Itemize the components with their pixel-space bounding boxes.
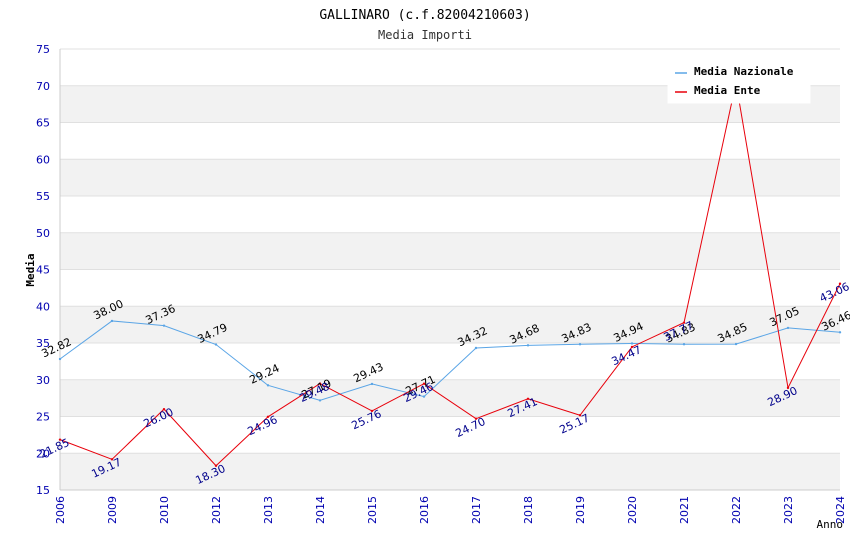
data-point xyxy=(214,464,218,467)
y-tick-label: 45 xyxy=(36,264,50,277)
x-tick-label: 2022 xyxy=(730,496,743,524)
y-tick-label: 60 xyxy=(36,153,50,166)
legend: Media Nazionale Media Ente xyxy=(667,58,811,104)
band xyxy=(60,159,840,196)
x-tick-label: 2017 xyxy=(470,496,483,524)
x-tick-label: 2019 xyxy=(574,496,587,524)
y-tick-label: 25 xyxy=(36,411,50,424)
legend-box xyxy=(667,58,811,104)
data-point xyxy=(838,282,842,285)
series-line-media-nazionale xyxy=(59,320,841,401)
data-point xyxy=(578,343,582,346)
x-tick-label: 2021 xyxy=(678,496,691,524)
legend-label-media-ente: Media Ente xyxy=(694,84,761,97)
x-tick-label: 2018 xyxy=(522,496,535,524)
data-point xyxy=(214,343,218,346)
x-tick-label: 2012 xyxy=(210,496,223,524)
x-tick-label: 2015 xyxy=(366,496,379,524)
data-label: 24.70 xyxy=(453,415,487,440)
x-tick-label: 2006 xyxy=(54,496,67,524)
y-tick-label: 40 xyxy=(36,300,50,313)
data-point xyxy=(422,395,426,398)
y-axis-label: Media xyxy=(24,253,37,286)
x-axis-label: Anno xyxy=(817,518,844,531)
series-lines xyxy=(58,81,842,467)
band xyxy=(60,453,840,490)
data-point xyxy=(370,409,374,413)
data-point xyxy=(786,386,790,390)
data-label: 34.47 xyxy=(609,343,643,368)
x-tick-label: 2020 xyxy=(626,496,639,524)
y-tick-label: 20 xyxy=(36,447,50,460)
data-point xyxy=(682,343,686,346)
data-point xyxy=(266,384,270,387)
data-point xyxy=(474,346,478,350)
band xyxy=(60,306,840,343)
data-label: 43.06 xyxy=(817,280,850,305)
data-point xyxy=(58,357,62,361)
data-point xyxy=(266,415,270,418)
data-point xyxy=(422,382,426,385)
data-point xyxy=(578,414,582,417)
y-tick-label: 70 xyxy=(36,80,50,93)
plot-background-bands xyxy=(60,85,840,490)
y-tick-label: 65 xyxy=(36,117,50,130)
data-point xyxy=(162,324,166,327)
data-point xyxy=(318,382,322,385)
x-tick-label: 2009 xyxy=(106,496,119,524)
chart-subtitle: Media Importi xyxy=(378,28,472,42)
data-point xyxy=(318,399,322,402)
band xyxy=(60,379,840,417)
grid-lines xyxy=(60,48,840,491)
y-tick-labels: 15 20 25 30 35 40 45 50 55 60 65 70 75 xyxy=(36,43,50,497)
y-tick-label: 55 xyxy=(36,190,50,203)
data-point xyxy=(630,345,634,349)
axes xyxy=(59,49,840,491)
x-tick-label: 2014 xyxy=(314,496,327,524)
x-tick-label: 2013 xyxy=(262,496,275,524)
y-tick-label: 50 xyxy=(36,227,50,240)
x-tick-label: 2024 xyxy=(834,496,847,524)
data-point xyxy=(110,458,114,461)
data-point xyxy=(682,321,686,324)
data-point xyxy=(370,382,374,386)
data-point xyxy=(838,331,842,334)
x-tick-label: 2010 xyxy=(158,496,171,524)
data-point xyxy=(786,326,790,330)
data-point xyxy=(110,319,114,323)
band xyxy=(60,232,840,270)
data-point xyxy=(474,417,478,420)
x-tick-label: 2023 xyxy=(782,496,795,524)
y-tick-label: 15 xyxy=(36,484,50,497)
data-point xyxy=(162,407,166,411)
y-tick-label: 30 xyxy=(36,374,50,387)
x-tick-labels: 2006 2009 2010 2012 2013 2014 2015 2016 2017 2018… xyxy=(54,496,847,524)
x-tick-label: 2016 xyxy=(418,496,431,524)
series-line-media-ente xyxy=(59,82,841,467)
data-point xyxy=(734,342,738,346)
y-tick-label: 75 xyxy=(36,43,50,56)
legend-label-media-nazionale: Media Nazionale xyxy=(694,65,794,78)
y-tick-label: 35 xyxy=(36,337,50,350)
chart-title: GALLINARO (c.f.82004210603) xyxy=(319,8,530,23)
data-point xyxy=(630,342,634,345)
data-point xyxy=(526,397,530,400)
data-point xyxy=(526,344,530,347)
data-point xyxy=(58,438,62,441)
